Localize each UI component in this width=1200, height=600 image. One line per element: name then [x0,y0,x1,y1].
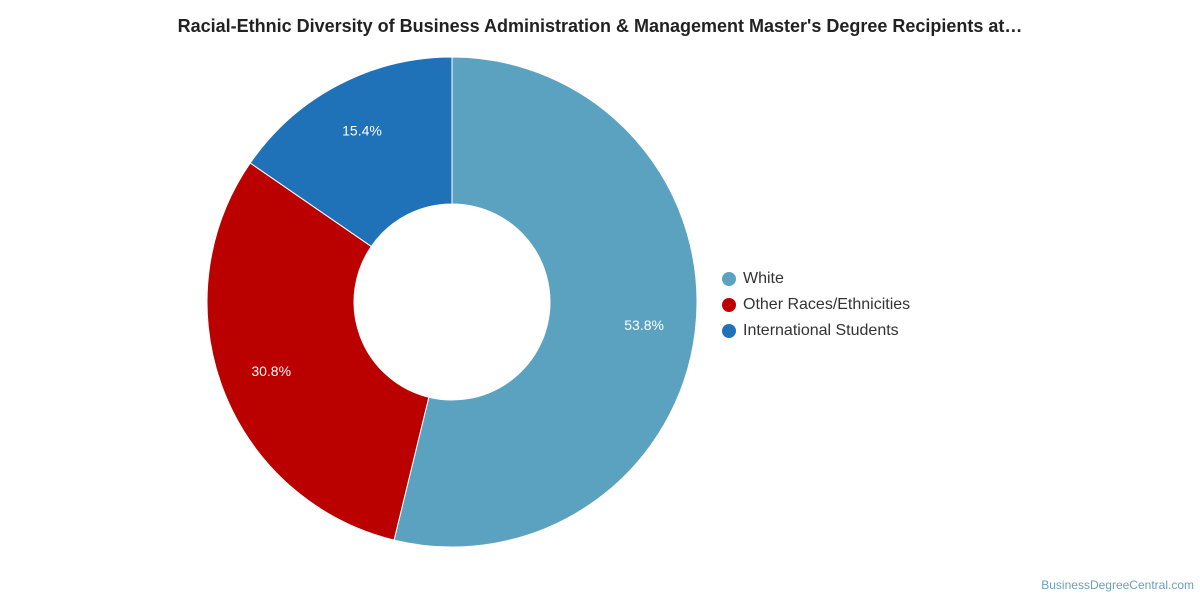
slice-other-races[interactable] [206,162,430,541]
legend-swatch-white [722,272,736,286]
slice-international[interactable] [249,56,453,248]
legend-item-white[interactable]: White [722,266,910,292]
legend: White Other Races/Ethnicities Internatio… [722,266,910,344]
legend-item-other-races[interactable]: Other Races/Ethnicities [722,292,910,318]
source-credit[interactable]: BusinessDegreeCentral.com [1041,578,1194,592]
legend-label-other-races: Other Races/Ethnicities [743,296,911,313]
slice-label-international: 15.4% [342,123,382,139]
legend-swatch-other-races [722,298,736,312]
chart-title: Racial-Ethnic Diversity of Business Admi… [177,16,1023,36]
slice-label-other-races: 30.8% [251,363,291,379]
slice-white[interactable] [393,56,698,548]
legend-label-international: International Students [743,322,899,339]
legend-swatch-international [722,324,736,338]
slice-label-white: 53.8% [624,317,664,333]
legend-label-white: White [743,270,784,287]
legend-item-international[interactable]: International Students [722,318,910,344]
